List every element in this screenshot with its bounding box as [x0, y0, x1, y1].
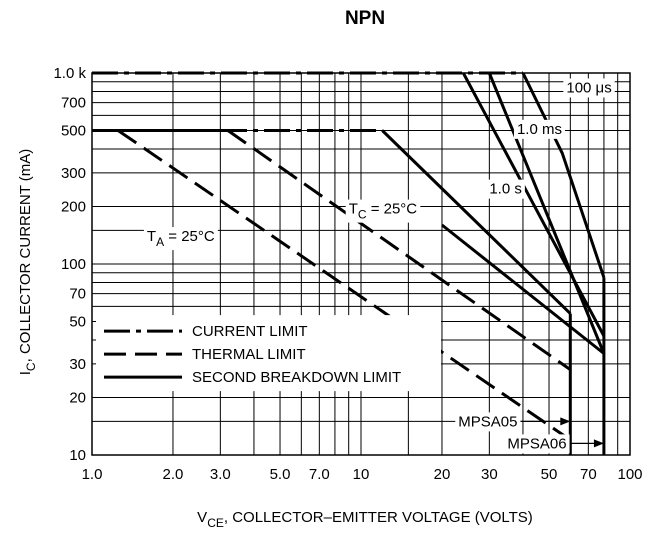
x-tick-label: 5.0 [270, 466, 291, 483]
annotation-label: TA = 25°C [147, 228, 215, 249]
annotation-label: MPSA06 [507, 435, 566, 452]
x-tick-label: 30 [481, 466, 498, 483]
annotation-label-bg [563, 78, 615, 98]
annotation-label: 1.0 ms [517, 121, 562, 138]
x-tick-label: 10 [353, 466, 370, 483]
y-axis-label: IC, COLLECTOR CURRENT (mA) [17, 149, 38, 375]
annotation-label-bg [504, 434, 570, 454]
x-tick-labels: 1.0 2.0 3.0 5.0 7.0 10 20 30 50 70 100 [82, 466, 643, 483]
series-line-dashed [227, 129, 572, 371]
legend: CURRENT LIMIT THERMAL LIMIT SECOND BREAKDO… [96, 315, 441, 392]
chart-title: NPN [345, 8, 385, 29]
annotation-label-bg [345, 199, 421, 223]
y-tick-label: 100 [61, 256, 86, 273]
y-tick-label: 1.0 k [53, 65, 86, 82]
annotation-label: 1.0 s [489, 181, 522, 198]
y-tick-label: 50 [69, 313, 86, 330]
y-tick-label: 700 [61, 95, 86, 112]
y-tick-label: 20 [69, 390, 86, 407]
series-line-dashed [117, 129, 572, 442]
x-tick-label: 3.0 [210, 466, 231, 483]
series-group [92, 71, 606, 455]
x-axis-label: VCE, COLLECTOR–EMITTER VOLTAGE (VOLTS) [197, 509, 533, 530]
annotation-label-bg [486, 179, 525, 199]
x-tick-label: 50 [541, 466, 558, 483]
y-tick-label: 10 [69, 447, 86, 464]
x-tick-label: 7.0 [309, 466, 330, 483]
annotation-label: TC = 25°C [349, 201, 418, 222]
legend-label: CURRENT LIMIT [192, 323, 308, 340]
annotation-label: MPSA05 [458, 413, 517, 430]
series-line-solid [381, 129, 572, 315]
annotations: 100 μs 1.0 ms 1.0 s TC = 25°C TA = 25°C MPSA0… [143, 78, 615, 454]
annotation-label: 100 μs [566, 79, 611, 96]
y-tick-label: 30 [69, 356, 86, 373]
y-tick-labels: 1.0 k 700 500 300 200 100 70 50 30 20 10 [53, 65, 86, 464]
annotation-label-bg [143, 227, 218, 251]
x-tick-label: 100 [617, 466, 642, 483]
legend-label: SECOND BREAKDOWN LIMIT [192, 369, 401, 386]
mpsa05-arrowhead [560, 417, 571, 426]
y-tick-label: 70 [69, 286, 86, 303]
x-tick-label: 20 [434, 466, 451, 483]
series-line-solid [487, 72, 606, 355]
annotation-label-bg [513, 119, 565, 139]
y-tick-label: 200 [61, 199, 86, 216]
legend-label: THERMAL LIMIT [192, 346, 306, 363]
series-line-solid [461, 72, 606, 337]
y-tick-label: 300 [61, 165, 86, 182]
y-tick-label: 500 [61, 122, 86, 139]
mpsa06-arrowhead [593, 439, 604, 448]
x-tick-label: 70 [580, 466, 597, 483]
series-line-solid [441, 223, 605, 355]
series-line-solid [521, 72, 606, 278]
x-tick-label: 2.0 [163, 466, 184, 483]
annotation-label-bg [455, 412, 521, 432]
x-tick-label: 1.0 [82, 466, 103, 483]
